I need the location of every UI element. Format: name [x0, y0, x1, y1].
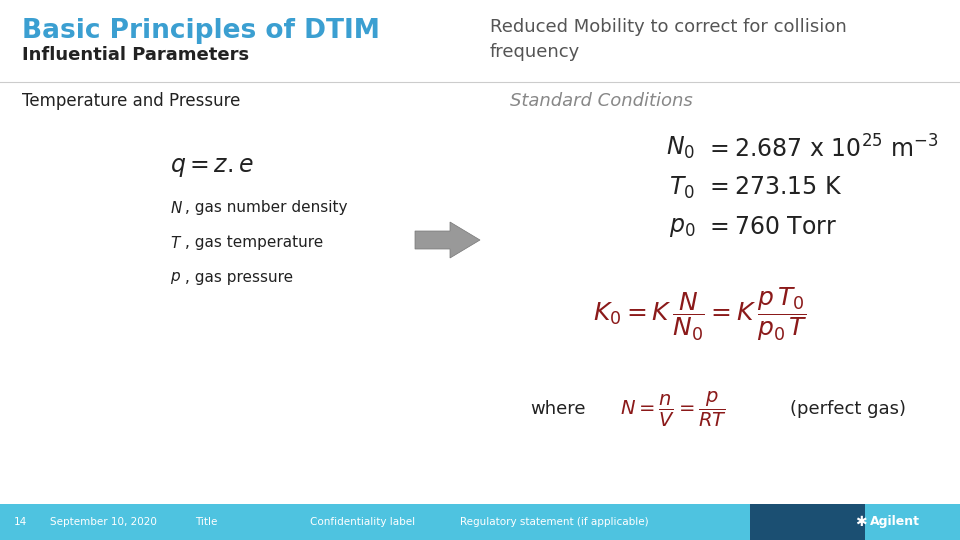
Bar: [750, 504, 865, 540]
Text: $N_0$: $N_0$: [666, 135, 695, 161]
Text: Regulatory statement (if applicable): Regulatory statement (if applicable): [460, 517, 649, 527]
Text: Title: Title: [195, 517, 217, 527]
Text: 14: 14: [14, 517, 27, 527]
Text: $N = \dfrac{n}{V} = \dfrac{p}{RT}$: $N = \dfrac{n}{V} = \dfrac{p}{RT}$: [620, 390, 727, 429]
Text: $N$: $N$: [170, 200, 183, 216]
Text: Confidentiality label: Confidentiality label: [310, 517, 415, 527]
Text: $= 273.15\ \mathrm{K}$: $= 273.15\ \mathrm{K}$: [705, 175, 843, 199]
Text: , gas temperature: , gas temperature: [185, 235, 324, 250]
Text: $p$: $p$: [170, 270, 181, 286]
Text: Temperature and Pressure: Temperature and Pressure: [22, 92, 240, 110]
Text: Basic Principles of DTIM: Basic Principles of DTIM: [22, 18, 380, 44]
Text: where: where: [530, 400, 586, 418]
Text: Influential Parameters: Influential Parameters: [22, 46, 250, 64]
Text: Reduced Mobility to correct for collision
frequency: Reduced Mobility to correct for collisio…: [490, 18, 847, 61]
Text: , gas number density: , gas number density: [185, 200, 348, 215]
Text: September 10, 2020: September 10, 2020: [50, 517, 156, 527]
Text: ✱: ✱: [855, 515, 867, 529]
Text: Standard Conditions: Standard Conditions: [510, 92, 693, 110]
Text: $K_0 = K\,\dfrac{N}{N_0} = K\,\dfrac{p\,T_0}{p_0\,T}$: $K_0 = K\,\dfrac{N}{N_0} = K\,\dfrac{p\,…: [592, 285, 807, 343]
Polygon shape: [415, 222, 480, 258]
Text: $T_0$: $T_0$: [669, 175, 695, 201]
Text: , gas pressure: , gas pressure: [185, 270, 293, 285]
Text: (perfect gas): (perfect gas): [790, 400, 906, 418]
Bar: [0, 504, 960, 540]
Text: $= 2.687\ \mathrm{x}\ 10^{25}\ \mathrm{m}^{-3}$: $= 2.687\ \mathrm{x}\ 10^{25}\ \mathrm{m…: [705, 135, 939, 162]
Text: $T$: $T$: [170, 235, 182, 251]
Text: $p_0$: $p_0$: [668, 215, 695, 239]
Text: $q = z. e$: $q = z. e$: [170, 155, 254, 179]
Text: Agilent: Agilent: [870, 516, 920, 529]
Bar: [15, 130, 405, 420]
Text: $= 760\ \mathrm{Torr}$: $= 760\ \mathrm{Torr}$: [705, 215, 837, 239]
